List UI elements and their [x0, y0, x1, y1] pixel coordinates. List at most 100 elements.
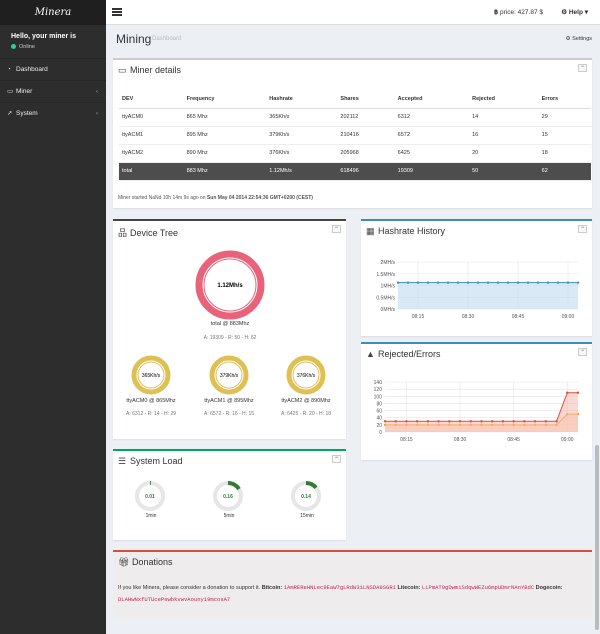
menu-toggle-icon[interactable]: [112, 8, 122, 16]
box-title-text: Device Tree: [130, 228, 179, 238]
gauge-label: 5min: [223, 513, 235, 519]
data-point: [383, 420, 387, 423]
bitcoin-address[interactable]: 1AmREReHNLec9EaW7gLRdW31LNSDA9SGR1: [283, 584, 396, 591]
column-header: Errors: [538, 90, 591, 109]
sidebar-item-dashboard[interactable]: ◔ Dashboard: [0, 58, 106, 80]
data-point: [458, 420, 462, 423]
table-cell: 6425: [394, 144, 470, 163]
y-tick-label: 0: [379, 430, 382, 436]
y-tick-label: 0MH/s: [381, 307, 396, 313]
chevron-left-icon: ‹: [95, 88, 98, 95]
status-text: Online: [19, 44, 35, 50]
column-header: DEV: [119, 90, 184, 109]
device-hashrate: 365Kh/s: [142, 373, 161, 379]
data-point: [437, 420, 440, 423]
total-ring-inner: [203, 258, 257, 312]
collapse-button[interactable]: −: [578, 225, 587, 233]
sidebar-item-miner[interactable]: ▭ Miner ‹: [0, 80, 106, 102]
hashrate-history-chart: 0MH/s 0.5MH/s 1MH/s 1.5MH/s 2MH/s 08:15 08:30 0…: [376, 260, 580, 320]
data-point: [469, 420, 472, 423]
column-header: Shares: [337, 90, 395, 109]
settings-link[interactable]: ⚙ Settings: [566, 36, 592, 42]
device-stats: A: 6425 - R: 20 - H: 18: [280, 411, 332, 417]
total-hashrate: 1.12Mh/s: [217, 283, 243, 289]
system-load-gauges: 0.01 0.16 0.14: [135, 481, 321, 511]
gauge-value: 0.16: [223, 494, 233, 500]
y-tick-label: 2MH/s: [381, 260, 396, 266]
box-title-text: Donations: [131, 557, 173, 567]
table-row: total 883 Mhz 1.12Mh/s 618496 19309 50 62: [119, 162, 591, 181]
data-point: [536, 281, 540, 284]
gauge-value: 0.01: [145, 494, 155, 500]
y-tick-label: 1MH/s: [381, 284, 396, 290]
collapse-button[interactable]: −: [332, 225, 341, 233]
data-point: [544, 420, 548, 423]
table-cell: 15: [538, 126, 591, 145]
y-tick-label: 120: [374, 387, 383, 393]
data-point: [501, 420, 505, 423]
sitemap-icon: 品: [118, 228, 128, 238]
dogecoin-address[interactable]: DLAHwNxfUTUcePewbkvwvAouny19mcosA7: [118, 596, 231, 603]
box-title-text: Miner details: [130, 65, 182, 75]
scrollbar[interactable]: [595, 445, 599, 630]
logo[interactable]: Minera: [0, 0, 106, 25]
y-tick-label: 40: [376, 416, 382, 422]
table-cell: 379Kh/s: [266, 126, 338, 145]
table-cell: ttyACM2: [119, 144, 184, 163]
data-point: [480, 420, 483, 423]
table-row: ttyACM2 890 Mhz 376Kh/s 205968 6425 20 18: [119, 144, 591, 163]
hashrate-history-box: ▦ Hashrate History −: [361, 219, 592, 336]
data-point: [555, 420, 558, 423]
data-point: [496, 281, 500, 284]
data-point: [512, 420, 515, 423]
tasks-icon: ☰: [118, 456, 127, 466]
table-cell: 1.12Mh/s: [266, 162, 338, 181]
data-point: [556, 281, 560, 284]
data-point: [436, 281, 440, 284]
donations-title: 🎁︎ Donations: [118, 557, 172, 568]
table-cell: 29: [538, 108, 591, 127]
device-hashrate: 379Kh/s: [220, 373, 239, 379]
collapse-button[interactable]: −: [332, 455, 341, 463]
data-point: [466, 281, 470, 284]
x-tick-label: 08:15: [412, 314, 425, 320]
y-tick-label: 0.5MH/s: [376, 295, 395, 301]
started-relative: NaNd 10h 14m 9s ago on: [148, 195, 206, 201]
table-cell: 6572: [394, 126, 470, 145]
column-header: Frequency: [183, 90, 267, 109]
total-stats: A: 19309 - R: 50 - H: 62: [203, 335, 257, 341]
table-header: DEV Frequency Hashrate Shares Accepted Reject…: [119, 90, 591, 109]
gauge-label: 1min: [145, 513, 157, 519]
collapse-button[interactable]: −: [578, 348, 587, 356]
data-point: [405, 420, 408, 423]
gauge-fill: [227, 481, 241, 491]
donations-text: If you like Minera, please consider a do…: [118, 582, 588, 606]
btc-price: ฿ price: 427.87 $: [494, 8, 543, 16]
greeting: Hello, your miner is: [11, 33, 76, 40]
x-tick-label: 09:00: [562, 314, 575, 320]
desktop-icon: ▭: [7, 88, 14, 95]
collapse-button[interactable]: −: [578, 64, 587, 72]
sidebar-item-system[interactable]: ➚ System ‹: [0, 102, 106, 124]
rejected-errors-box: ▲ Rejected/Errors −: [361, 342, 592, 460]
settings-label: Settings: [572, 36, 592, 42]
table-cell: 210416: [337, 126, 395, 145]
data-point: [566, 391, 569, 394]
gear-icon: ⚙: [565, 36, 573, 42]
help-menu[interactable]: ⚙ Help ▾: [561, 8, 588, 16]
x-tick-label: 08:45: [507, 437, 520, 443]
gauge-value: 0.14: [301, 494, 311, 500]
sidebar-item-label: Miner: [16, 88, 33, 95]
table-row: ttyACM1 895 Mhz 379Kh/s 210416 6572 16 15: [119, 126, 591, 145]
data-point: [456, 281, 460, 284]
table-cell: 20: [469, 144, 539, 163]
page-title: Mining: [116, 32, 152, 46]
column-header: Rejected: [469, 90, 539, 109]
data-point: [426, 420, 430, 423]
miner-details-table: DEV Frequency Hashrate Shares Accepted Reject…: [119, 90, 591, 181]
data-point: [576, 281, 580, 284]
table-cell: 883 Mhz: [183, 162, 267, 181]
desktop-icon: ▭: [118, 65, 127, 75]
y-tick-label: 140: [374, 380, 383, 386]
litecoin-address[interactable]: LLPmAT9gDwmiSdqwWEZu6mpUDmrNAnYBdC: [421, 584, 535, 591]
